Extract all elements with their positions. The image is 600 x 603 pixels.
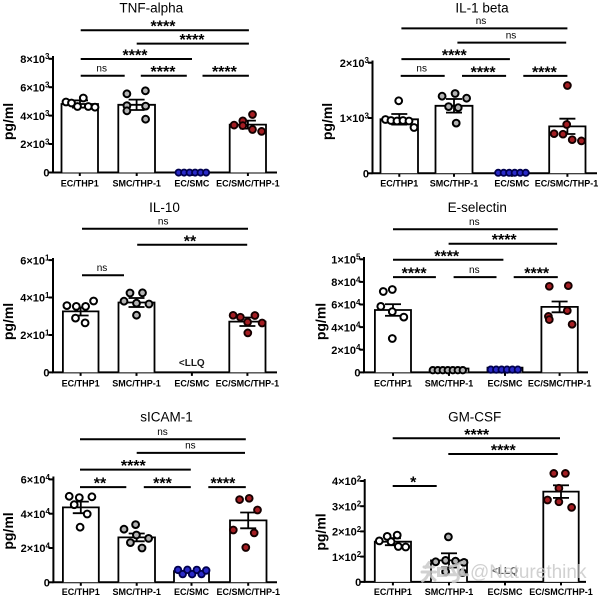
svg-text:6×103: 6×103 <box>20 81 50 95</box>
svg-text:pg/ml: pg/ml <box>313 513 329 550</box>
svg-text:4×104: 4×104 <box>21 507 51 521</box>
svg-text:0: 0 <box>354 368 360 380</box>
svg-text:****: **** <box>434 248 460 265</box>
svg-text:6×101: 6×101 <box>20 254 50 268</box>
svg-text:****: **** <box>471 64 497 81</box>
svg-text:EC/SMC/THP-1: EC/SMC/THP-1 <box>216 379 280 389</box>
svg-text:EC/SMC: EC/SMC <box>174 379 210 389</box>
svg-text:SMC/THP-1: SMC/THP-1 <box>112 179 161 189</box>
svg-text:SMC/THP-1: SMC/THP-1 <box>112 379 161 389</box>
svg-text:ns: ns <box>469 217 480 228</box>
svg-text:ns: ns <box>157 427 168 438</box>
svg-text:4×101: 4×101 <box>20 291 50 305</box>
svg-text:***: *** <box>153 476 172 493</box>
svg-text:ns: ns <box>416 64 427 75</box>
svg-text:****: **** <box>464 427 490 444</box>
svg-text:EC/THP1: EC/THP1 <box>62 379 100 389</box>
svg-text:2×104: 2×104 <box>331 343 361 357</box>
svg-text:2×104: 2×104 <box>21 541 51 555</box>
svg-text:EC/THP1: EC/THP1 <box>380 179 418 189</box>
svg-text:****: **** <box>402 266 428 283</box>
svg-text:2×101: 2×101 <box>20 328 50 342</box>
svg-text:4×102: 4×102 <box>332 474 362 488</box>
svg-text:ns: ns <box>506 30 517 41</box>
svg-text:1×103: 1×103 <box>340 111 370 125</box>
svg-text:****: **** <box>442 48 468 65</box>
svg-text:SMC/THP-1: SMC/THP-1 <box>425 379 474 389</box>
svg-text:****: **** <box>532 64 558 81</box>
svg-text:ns: ns <box>96 64 107 75</box>
svg-text:4×103: 4×103 <box>20 109 50 123</box>
svg-text:ns: ns <box>158 217 169 228</box>
svg-text:EC/SMC: EC/SMC <box>487 379 523 389</box>
svg-text:SMC/THP-1: SMC/THP-1 <box>430 179 479 189</box>
svg-text:*: * <box>410 475 417 492</box>
svg-text:pg/ml: pg/ml <box>313 303 329 340</box>
svg-text:pg/ml: pg/ml <box>0 512 16 549</box>
svg-text:2×103: 2×103 <box>20 137 50 151</box>
svg-text:0: 0 <box>355 577 361 589</box>
svg-text:EC/SMC: EC/SMC <box>487 587 523 597</box>
svg-text:<LLQ: <LLQ <box>179 358 205 369</box>
svg-text:3×102: 3×102 <box>332 500 362 514</box>
svg-text:ns: ns <box>469 265 480 276</box>
svg-text:****: **** <box>212 64 238 81</box>
svg-text:SMC/THP-1: SMC/THP-1 <box>425 587 474 597</box>
svg-text:****: **** <box>210 476 236 493</box>
svg-text:8×104: 8×104 <box>331 275 361 289</box>
svg-text:****: **** <box>492 232 518 249</box>
svg-text:6×104: 6×104 <box>331 298 361 312</box>
svg-text:sICAM-1: sICAM-1 <box>140 410 193 425</box>
svg-text:ns: ns <box>476 16 487 27</box>
svg-text:4×104: 4×104 <box>331 321 361 335</box>
svg-text:****: **** <box>123 48 149 65</box>
svg-text:TNF-alpha: TNF-alpha <box>119 1 183 16</box>
svg-text:0: 0 <box>43 368 49 380</box>
svg-text:EC/THP1: EC/THP1 <box>61 179 99 189</box>
svg-text:EC/THP1: EC/THP1 <box>374 379 412 389</box>
svg-text:1×105: 1×105 <box>331 253 361 267</box>
svg-text:**: ** <box>94 476 107 493</box>
svg-text:****: **** <box>151 64 177 81</box>
svg-text:pg/ml: pg/ml <box>319 103 335 140</box>
svg-text:EC/SMC/THP-1: EC/SMC/THP-1 <box>528 379 592 389</box>
svg-text:8×103: 8×103 <box>20 52 50 66</box>
svg-text:IL-1 beta: IL-1 beta <box>455 1 509 16</box>
svg-text:1×102: 1×102 <box>332 550 362 564</box>
svg-text:****: **** <box>151 19 177 36</box>
svg-text:0: 0 <box>43 168 49 180</box>
svg-text:EC/SMC/THP-1: EC/SMC/THP-1 <box>535 179 599 189</box>
svg-text:EC/SMC/THP-1: EC/SMC/THP-1 <box>216 587 280 597</box>
svg-text:2×103: 2×103 <box>340 56 370 70</box>
svg-text:ns: ns <box>97 263 108 274</box>
svg-text:GM-CSF: GM-CSF <box>448 410 501 425</box>
svg-text:E-selectin: E-selectin <box>448 200 507 215</box>
svg-text:SMC/THP-1: SMC/THP-1 <box>112 587 161 597</box>
svg-text:****: **** <box>121 458 147 475</box>
svg-text:EC/SMC/THP-1: EC/SMC/THP-1 <box>216 179 280 189</box>
svg-text:EC/SMC: EC/SMC <box>174 179 210 189</box>
svg-text:2×102: 2×102 <box>332 525 362 539</box>
svg-text:EC/SMC: EC/SMC <box>174 587 210 597</box>
svg-text:0: 0 <box>363 169 369 181</box>
svg-text:IL-10: IL-10 <box>149 200 180 215</box>
svg-text:6×104: 6×104 <box>21 473 51 487</box>
svg-text:EC/SMC/THP-1: EC/SMC/THP-1 <box>529 587 593 597</box>
svg-text:EC/SMC: EC/SMC <box>494 179 530 189</box>
svg-text:0: 0 <box>44 578 50 590</box>
svg-text:****: **** <box>491 443 517 460</box>
svg-text:pg/ml: pg/ml <box>0 303 16 340</box>
svg-text:pg/ml: pg/ml <box>0 103 16 140</box>
svg-text:@Naturethink: @Naturethink <box>470 562 587 583</box>
svg-text:****: **** <box>180 32 206 49</box>
svg-text:ns: ns <box>185 441 196 452</box>
svg-text:EC/THP1: EC/THP1 <box>62 587 100 597</box>
svg-text:**: ** <box>184 233 197 250</box>
svg-text:EC/THP1: EC/THP1 <box>374 587 412 597</box>
svg-text:<LLQ: <LLQ <box>492 566 518 577</box>
svg-text:****: **** <box>524 266 550 283</box>
